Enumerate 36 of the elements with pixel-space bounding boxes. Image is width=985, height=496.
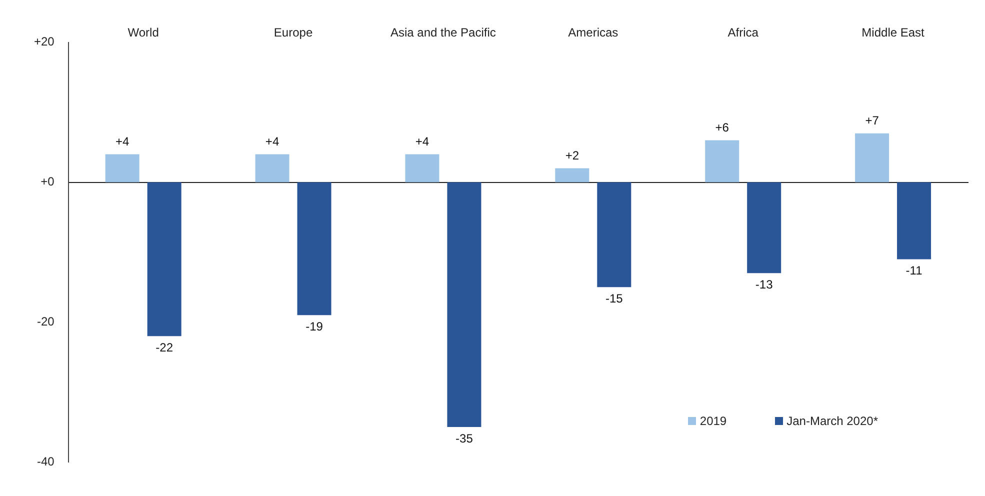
x-tick-label: Asia and the Pacific (390, 26, 496, 40)
x-tick-label: Africa (728, 26, 759, 40)
bar (255, 154, 290, 182)
y-tick-label: -40 (37, 454, 55, 468)
bar (597, 182, 632, 288)
bar (705, 140, 740, 182)
bar (447, 182, 482, 428)
y-tick-label: +20 (34, 34, 55, 49)
y-tick-label: +0 (40, 174, 55, 189)
data-label: -19 (306, 319, 324, 334)
bar (297, 182, 332, 316)
data-label: -13 (755, 277, 774, 292)
legend-label: 2019 (700, 414, 727, 428)
data-label: +2 (565, 148, 580, 163)
data-label: -11 (906, 264, 923, 278)
bar (555, 168, 590, 182)
x-tick-label: Europe (274, 26, 313, 40)
bar (405, 154, 440, 182)
data-label: -22 (156, 340, 174, 354)
bar (747, 182, 782, 274)
data-label: +4 (415, 134, 430, 149)
bar (897, 182, 932, 260)
bar (855, 133, 890, 182)
data-label: +4 (265, 134, 280, 149)
data-label: +4 (115, 134, 130, 149)
data-label: -35 (456, 431, 474, 446)
x-tick-label: Middle East (862, 26, 926, 40)
data-label: +7 (865, 114, 880, 128)
data-label: +6 (715, 120, 730, 135)
x-tick-label: Americas (568, 26, 618, 40)
y-tick-label: -20 (37, 314, 55, 328)
legend-label: Jan-March 2020* (786, 414, 878, 428)
data-label: -15 (605, 291, 624, 306)
bar (147, 182, 182, 336)
bar (105, 154, 140, 182)
x-tick-label: World (128, 26, 159, 40)
